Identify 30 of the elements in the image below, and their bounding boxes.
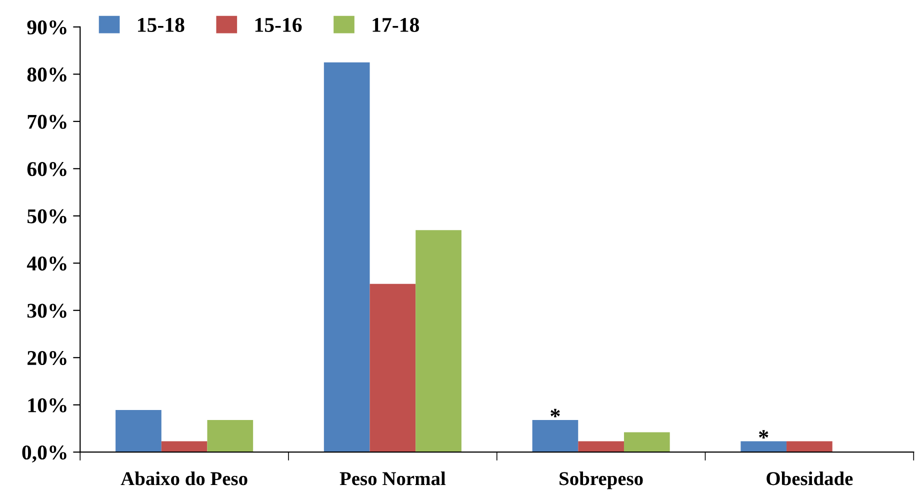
bar: [207, 420, 254, 452]
bar: [786, 441, 832, 452]
x-tick-label: Sobrepeso: [560, 472, 643, 490]
legend-label: 15-18: [138, 18, 184, 32]
annotation: *: [550, 408, 560, 418]
bar: [578, 441, 624, 452]
y-tick-label: 40%: [26, 256, 66, 271]
y-tick-label: 90%: [27, 20, 66, 34]
bar: [116, 410, 162, 452]
y-tick-label: 70%: [28, 114, 66, 129]
x-tick-label: Abaixo do Peso: [120, 472, 248, 486]
x-tick-label: Obesidade: [766, 472, 853, 486]
x-tick-label: Peso Normal: [340, 472, 446, 486]
y-tick-label: 50%: [27, 209, 66, 224]
legend-label: 15-16: [255, 18, 302, 32]
bar: [624, 432, 670, 452]
bar: [740, 441, 787, 452]
y-tick-label: 10%: [28, 398, 66, 412]
y-tick-label: 80%: [27, 68, 66, 82]
bar: [370, 284, 416, 452]
y-tick-label: 20%: [28, 350, 66, 366]
bar: [532, 420, 578, 452]
y-tick-label: 30%: [27, 304, 66, 318]
bar: [324, 62, 370, 452]
y-tick-label: 0,0%: [22, 445, 66, 463]
y-tick-label: 60%: [27, 162, 66, 176]
annotation: *: [758, 430, 768, 439]
bar: [416, 230, 462, 452]
legend-label: 17-18: [372, 18, 419, 32]
bar: [161, 441, 208, 452]
